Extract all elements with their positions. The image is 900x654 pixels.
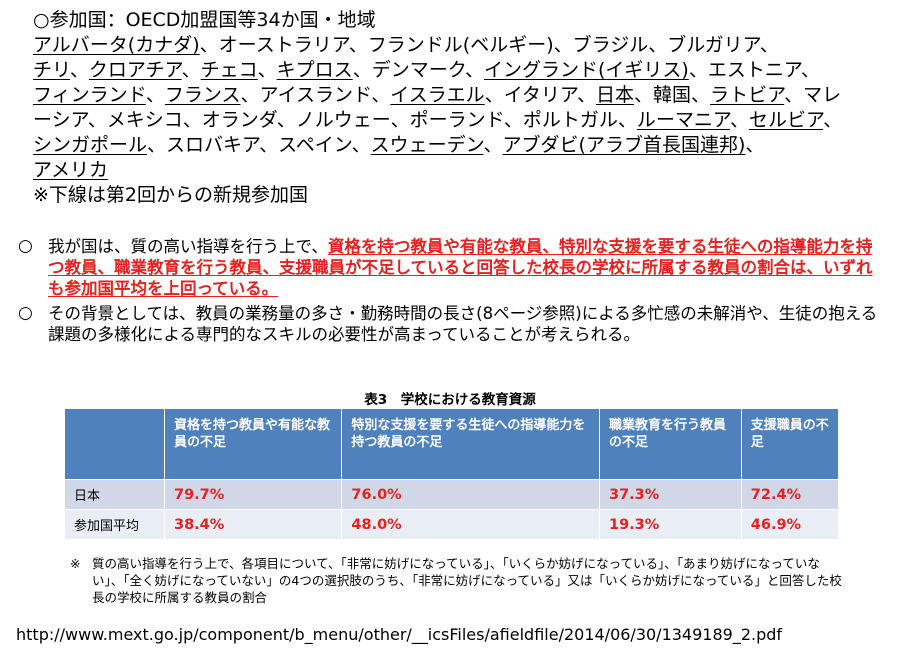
- country-text: 、エストニア、: [688, 59, 820, 81]
- new-country-name: チェコ: [200, 59, 258, 81]
- table-header-row: 資格を持つ教員や有能な教員の不足 特別な支援を要する生徒への指導能力を持つ教員の…: [64, 408, 840, 480]
- new-country-name: イングランド(イギリス): [483, 59, 689, 81]
- table-title: 表3 学校における教育資源: [364, 392, 536, 408]
- table-cell: 37.3%: [599, 479, 742, 510]
- country-text: 、: [823, 109, 843, 131]
- country-text: 、スロバキア、スペイン、: [147, 134, 371, 156]
- participants-heading: ○参加国：OECD加盟国等34か国・地域: [33, 9, 376, 31]
- table-note: ※ 質の高い指導を行う上で、各項目について、「非常に妨げになっている」、「いくら…: [70, 555, 850, 606]
- new-country-name: イスラエル: [390, 84, 485, 106]
- table-cell: 48.0%: [341, 509, 600, 540]
- country-text: 、オーストラリア、フランドル(ベルギー)、ブラジル、ブルガリア、: [199, 34, 779, 56]
- country-text: 、アイスランド、: [240, 84, 391, 106]
- table-row-average: 参加国平均 38.4% 48.0% 19.3% 46.9%: [64, 509, 840, 540]
- country-text: 、イタリア、: [484, 84, 597, 106]
- country-line: ーシア、メキシコ、オランダ、ノルウェー、ポーランド、ポルトガル、ルーマニア、セル…: [33, 108, 873, 133]
- new-country-name: ルーマニア: [636, 109, 730, 131]
- country-text: 、: [181, 59, 201, 81]
- country-line: アメリカ: [33, 158, 873, 183]
- finding-2: ○ その背景としては、教員の業務量の多さ・勤務時間の長さ(8ページ参照)による多…: [18, 303, 878, 345]
- table-header-corner: [64, 408, 165, 480]
- source-url[interactable]: http://www.mext.go.jp/component/b_menu/o…: [16, 625, 783, 644]
- resources-table: 資格を持つ教員や有能な教員の不足 特別な支援を要する生徒への指導能力を持つ教員の…: [64, 408, 840, 540]
- new-country-name: アブダビ(アラブ首長国連邦): [502, 134, 746, 156]
- new-country-name: クロアチア: [88, 59, 182, 81]
- country-text: 、: [69, 59, 89, 81]
- new-country-name: チリ: [33, 59, 70, 81]
- new-country-name: フィンランド: [33, 84, 146, 106]
- finding-1-text: 我が国は、質の高い指導を行う上で、資格を持つ教員や有能な教員、特別な支援を要する…: [48, 236, 878, 299]
- country-list: アルバータ(カナダ)、オーストラリア、フランドル(ベルギー)、ブラジル、ブルガリ…: [33, 33, 873, 183]
- finding-2-text: その背景としては、教員の業務量の多さ・勤務時間の長さ(8ページ参照)による多忙感…: [48, 304, 878, 344]
- new-country-name: アメリカ: [33, 159, 109, 181]
- table-cell: 79.7%: [163, 479, 343, 510]
- new-country-name: アルバータ(カナダ): [33, 34, 200, 56]
- table-cell: 76.0%: [341, 479, 600, 510]
- finding-1-highlight: 資格を持つ教員や有能な教員、特別な支援を要する生徒への指導能力を持つ教員、職業教…: [48, 237, 873, 298]
- finding-1-intro: 我が国は、質の高い指導を行う上で、: [48, 237, 328, 256]
- participants-footnote: ※下線は第2回からの新規参加国: [33, 184, 309, 206]
- circle-bullet-icon: ○: [18, 303, 33, 323]
- country-text: 、: [729, 109, 749, 131]
- table-cell: 72.4%: [740, 479, 840, 510]
- row-label: 参加国平均: [64, 509, 165, 540]
- country-text: 、: [257, 59, 277, 81]
- findings: ○ 我が国は、質の高い指導を行う上で、資格を持つ教員や有能な教員、特別な支援を要…: [18, 236, 878, 349]
- country-text: 、韓国、: [634, 84, 711, 106]
- new-country-name: キプロス: [276, 59, 353, 81]
- country-text: 、デンマーク、: [352, 59, 484, 81]
- country-text: 、: [745, 134, 765, 156]
- note-mark: ※: [70, 556, 81, 571]
- table-cell: 19.3%: [599, 509, 742, 540]
- participants-block: ○参加国：OECD加盟国等34か国・地域 アルバータ(カナダ)、オーストラリア、…: [33, 8, 873, 208]
- table-header-qualified-teachers: 資格を持つ教員や有能な教員の不足: [163, 408, 343, 480]
- country-line: フィンランド、フランス、アイスランド、イスラエル、イタリア、日本、韓国、ラトビア…: [33, 83, 873, 108]
- table-header-special-needs-teachers: 特別な支援を要する生徒への指導能力を持つ教員の不足: [341, 408, 600, 480]
- finding-1: ○ 我が国は、質の高い指導を行う上で、資格を持つ教員や有能な教員、特別な支援を要…: [18, 236, 878, 299]
- table-cell: 46.9%: [740, 509, 840, 540]
- country-line: シンガポール、スロバキア、スペイン、スウェーデン、アブダビ(アラブ首長国連邦)、: [33, 133, 873, 158]
- table-header-support-staff: 支援職員の不足: [740, 408, 840, 480]
- row-label: 日本: [64, 479, 165, 510]
- country-line: チリ、クロアチア、チェコ、キプロス、デンマーク、イングランド(イギリス)、エスト…: [33, 58, 873, 83]
- table-cell: 38.4%: [163, 509, 343, 540]
- country-text: 、: [145, 84, 165, 106]
- circle-bullet-icon: ○: [18, 236, 33, 256]
- country-text: 、マレ: [784, 84, 842, 106]
- new-country-name: ラトビア: [710, 84, 785, 106]
- new-country-name: シンガポール: [33, 134, 148, 156]
- new-country-name: セルビア: [748, 109, 824, 131]
- country-text: 、: [483, 134, 503, 156]
- table-header-vocational-teachers: 職業教育を行う教員の不足: [599, 408, 742, 480]
- note-text: 質の高い指導を行う上で、各項目について、「非常に妨げになっている」、「いくらか妨…: [92, 556, 842, 605]
- table-row-japan: 日本 79.7% 76.0% 37.3% 72.4%: [64, 479, 840, 510]
- country-line: アルバータ(カナダ)、オーストラリア、フランドル(ベルギー)、ブラジル、ブルガリ…: [33, 33, 873, 58]
- country-text: ーシア、メキシコ、オランダ、ノルウェー、ポーランド、ポルトガル、: [33, 109, 637, 131]
- new-country-name: フランス: [164, 84, 241, 106]
- new-country-name: 日本: [596, 84, 635, 106]
- new-country-name: スウェーデン: [370, 134, 484, 156]
